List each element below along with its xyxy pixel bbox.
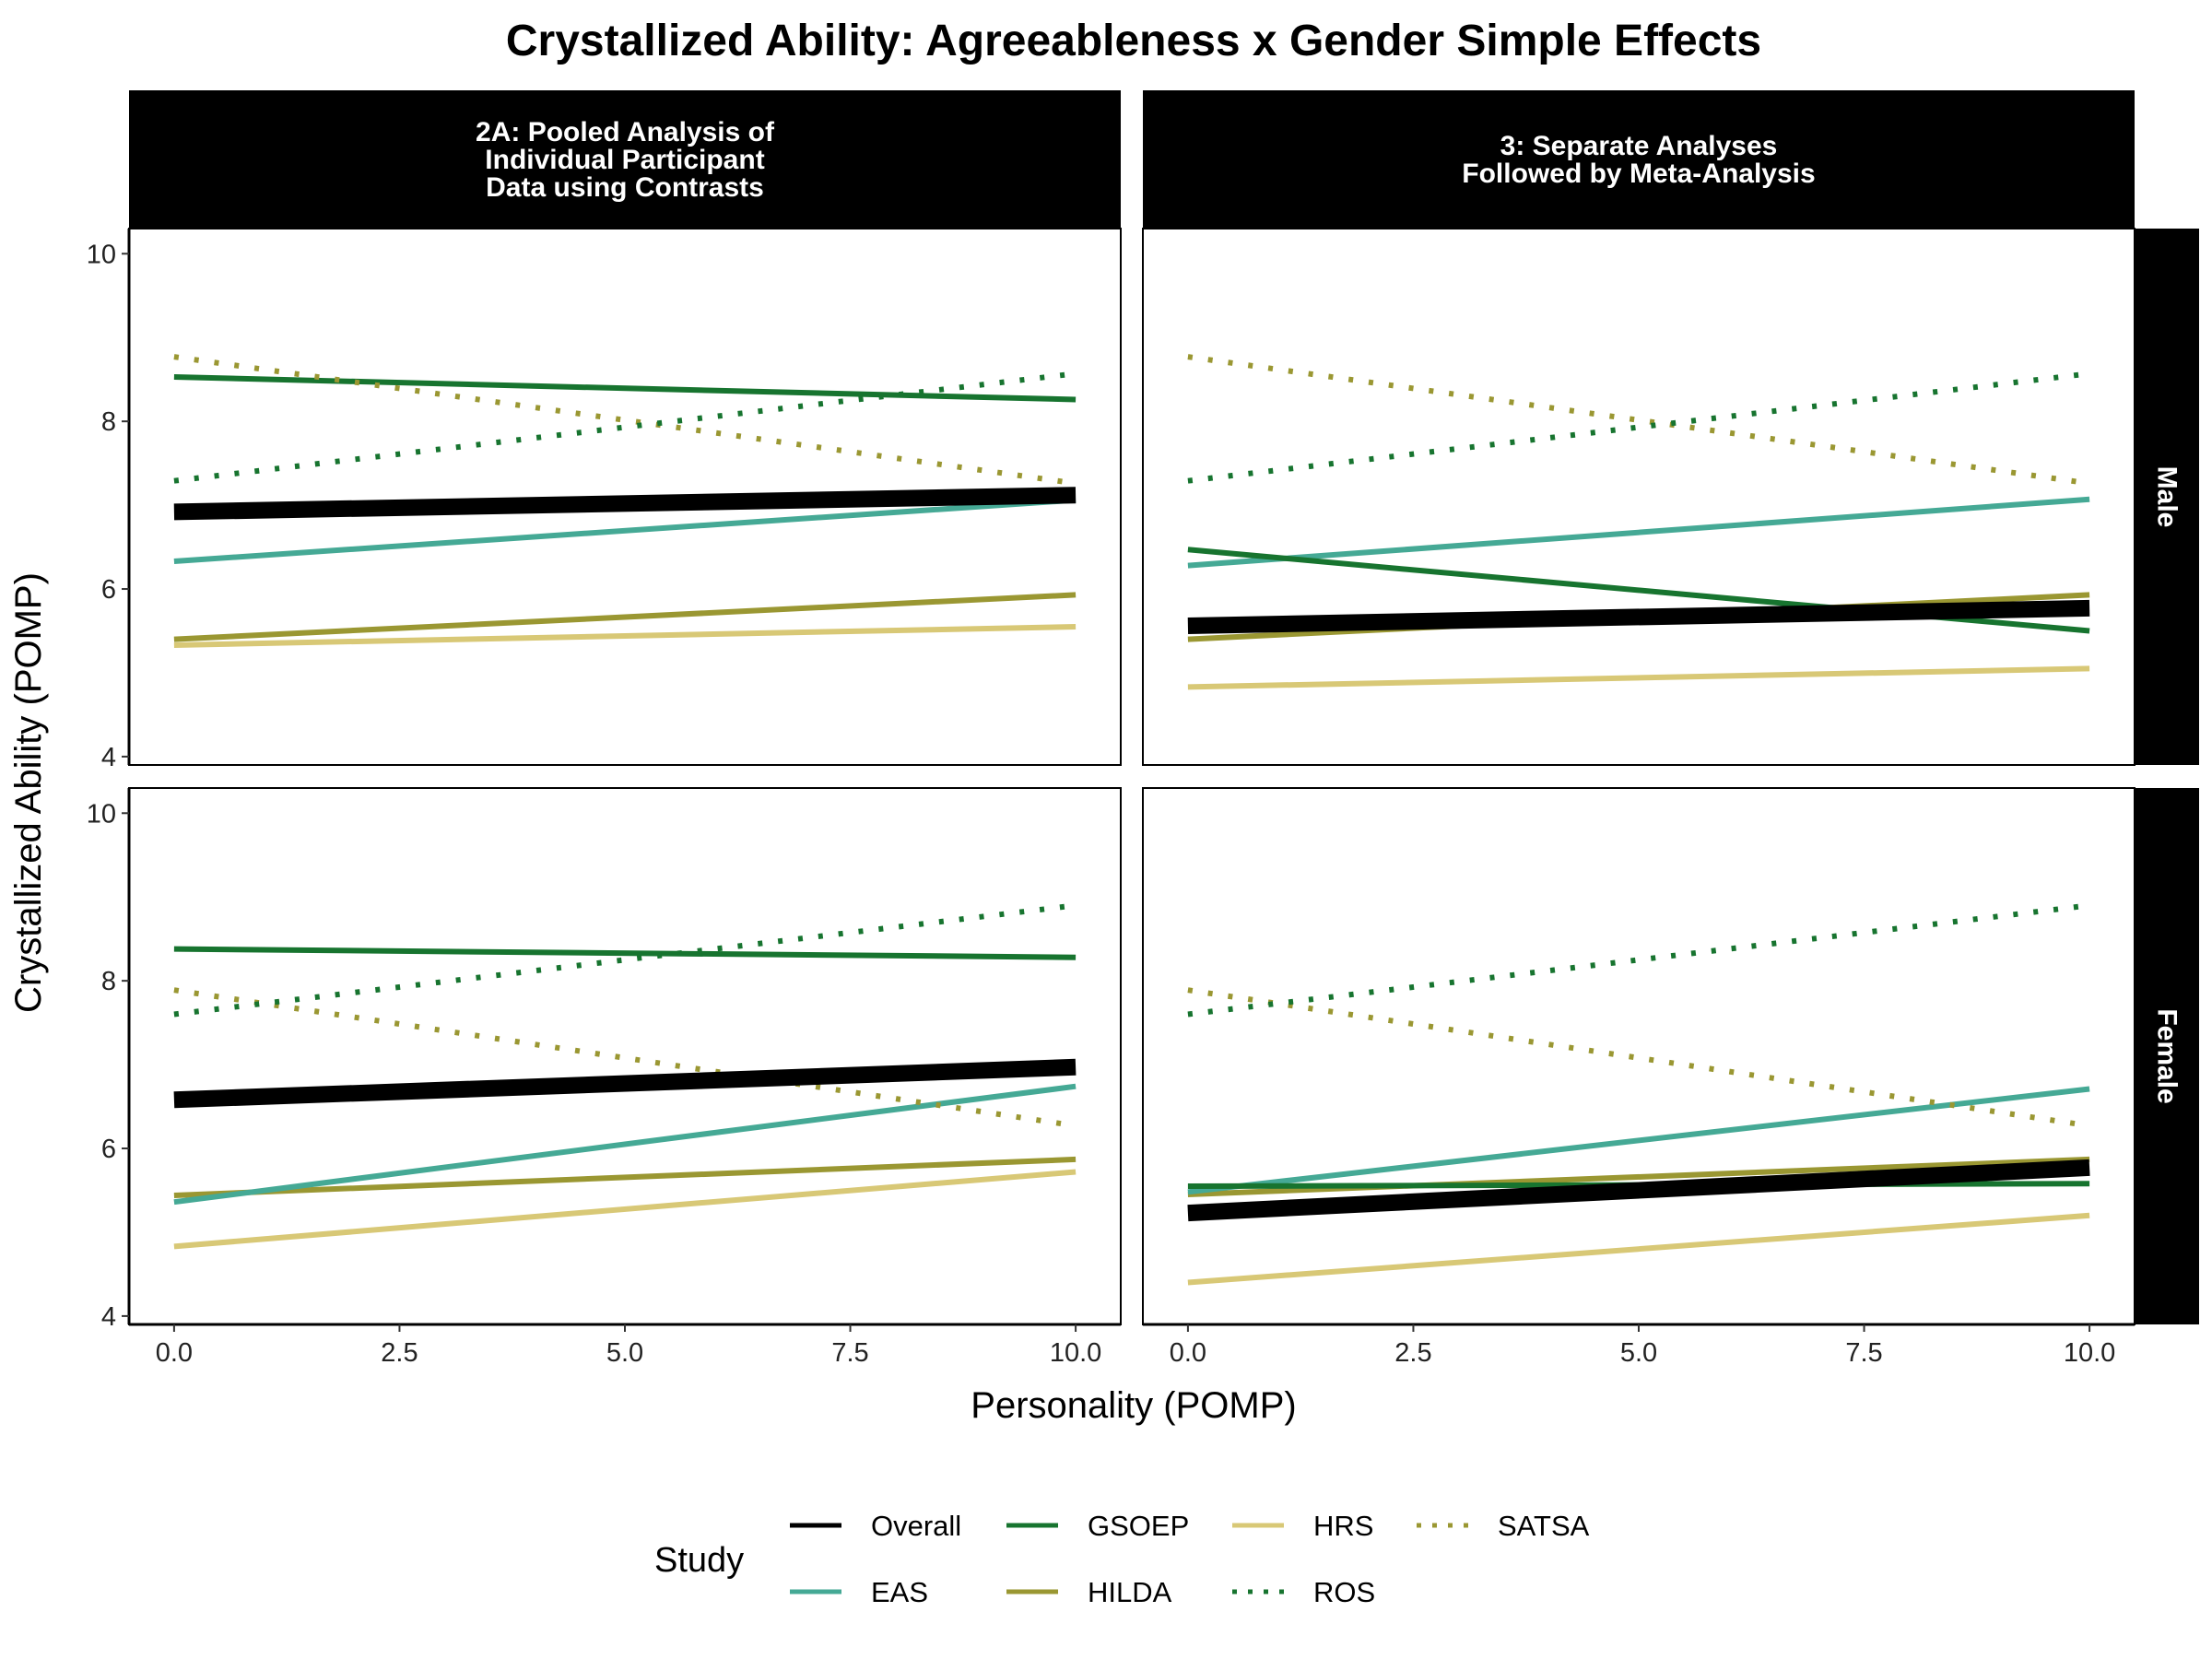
y-tick-label: 4 — [101, 743, 116, 772]
series-line-hilda — [173, 592, 1077, 642]
legend-label-eas: EAS — [871, 1576, 928, 1608]
x-tick-label: 0.0 — [156, 1338, 193, 1368]
series-line-overall — [173, 487, 1077, 521]
legend-label-overall: Overall — [871, 1510, 961, 1542]
legend-title: Study — [654, 1541, 744, 1580]
strip-label-line: Data using Contrasts — [486, 172, 764, 203]
legend: Study Overall EAS GSOEP HILDA HRS ROS SATSA — [654, 1510, 1590, 1608]
panel-2a-female-background — [129, 788, 1121, 1324]
strip-label-line: Individual Participant — [485, 145, 764, 175]
y-axis-title: Crystallized Ability (POMP) — [8, 572, 49, 1013]
y-tick-label: 8 — [101, 407, 116, 437]
series-line-gsoep — [173, 374, 1077, 403]
panel-3-female-background — [1143, 788, 2135, 1324]
series-line-hrs — [1187, 665, 2090, 690]
legend-label-satsa: SATSA — [1498, 1510, 1590, 1542]
x-tick-label: 7.5 — [831, 1338, 868, 1368]
column-strip-label-2a: 2A: Pooled Analysis of Individual Partici… — [476, 117, 775, 203]
y-tick-label: 10 — [87, 799, 116, 829]
series-line-eas — [1187, 496, 2090, 569]
series-line-hrs — [173, 624, 1077, 648]
x-tick-label: 10.0 — [1050, 1338, 1101, 1368]
facet-panels: 2A: Pooled Analysis of Individual Partici… — [87, 90, 2199, 1368]
series-line-hilda — [1187, 1156, 2090, 1197]
series-line-eas — [173, 497, 1077, 564]
series-line-hrs — [173, 1169, 1077, 1250]
series-line-hrs — [1187, 1212, 2090, 1286]
series-line-eas — [1187, 1086, 2090, 1195]
panel-3-female-series — [1187, 902, 2090, 1286]
series-line-overall — [1187, 1159, 2090, 1222]
strip-label-line: Followed by Meta-Analysis — [1462, 159, 1815, 189]
y-tick-label: 10 — [87, 240, 116, 269]
legend-label-gsoep: GSOEP — [1088, 1510, 1189, 1542]
series-line-overall — [1187, 599, 2090, 634]
x-tick-label: 10.0 — [2064, 1338, 2115, 1368]
row-strip-label-female: Female — [2152, 1008, 2183, 1103]
x-tick-label: 7.5 — [1845, 1338, 1882, 1368]
chart-title: Crystallized Ability: Agreeableness x Ge… — [506, 17, 1761, 65]
x-tick-label: 5.0 — [1620, 1338, 1657, 1368]
panel-2a-female: 4 6 8 10 0.0 2.5 5.0 7.5 10.0 — [87, 787, 1122, 1368]
strip-label-line: 2A: Pooled Analysis of — [476, 117, 775, 147]
legend-label-ros: ROS — [1313, 1576, 1375, 1608]
x-tick-label: 2.5 — [381, 1338, 418, 1368]
series-line-gsoep — [173, 946, 1077, 960]
x-tick-label: 0.0 — [1170, 1338, 1206, 1368]
row-strip-label-male: Male — [2152, 466, 2183, 528]
legend-label-hrs: HRS — [1313, 1510, 1373, 1542]
legend-label-hilda: HILDA — [1088, 1576, 1172, 1608]
series-line-hilda — [173, 1156, 1077, 1198]
column-strip-2a — [129, 90, 1121, 229]
panel-3-male — [1142, 228, 2136, 766]
panel-2a-male-series — [173, 354, 1077, 648]
x-axis-title: Personality (POMP) — [971, 1385, 1296, 1426]
panel-2a-male: 4 6 8 10 — [87, 228, 1122, 772]
strip-label-line: 3: Separate Analyses — [1500, 131, 1778, 161]
y-tick-label: 6 — [101, 1135, 116, 1164]
panel-2a-female-series — [173, 902, 1077, 1250]
panel-3-female: 0.0 2.5 5.0 7.5 10.0 — [1142, 787, 2136, 1368]
y-tick-label: 6 — [101, 575, 116, 605]
y-tick-label: 8 — [101, 967, 116, 996]
column-strip-3 — [1143, 90, 2135, 229]
series-line-overall — [173, 1058, 1077, 1109]
series-line-eas — [173, 1083, 1077, 1206]
row-strip-female — [2135, 788, 2199, 1324]
y-tick-label: 4 — [101, 1302, 116, 1332]
panel-3-male-series — [1187, 354, 2090, 690]
x-tick-label: 2.5 — [1394, 1338, 1431, 1368]
x-tick-label: 5.0 — [606, 1338, 643, 1368]
panel-3-male-border — [1142, 228, 2136, 766]
row-strip-male — [2135, 229, 2199, 765]
column-strip-label-3: 3: Separate Analyses Followed by Meta-Ana… — [1462, 131, 1815, 189]
